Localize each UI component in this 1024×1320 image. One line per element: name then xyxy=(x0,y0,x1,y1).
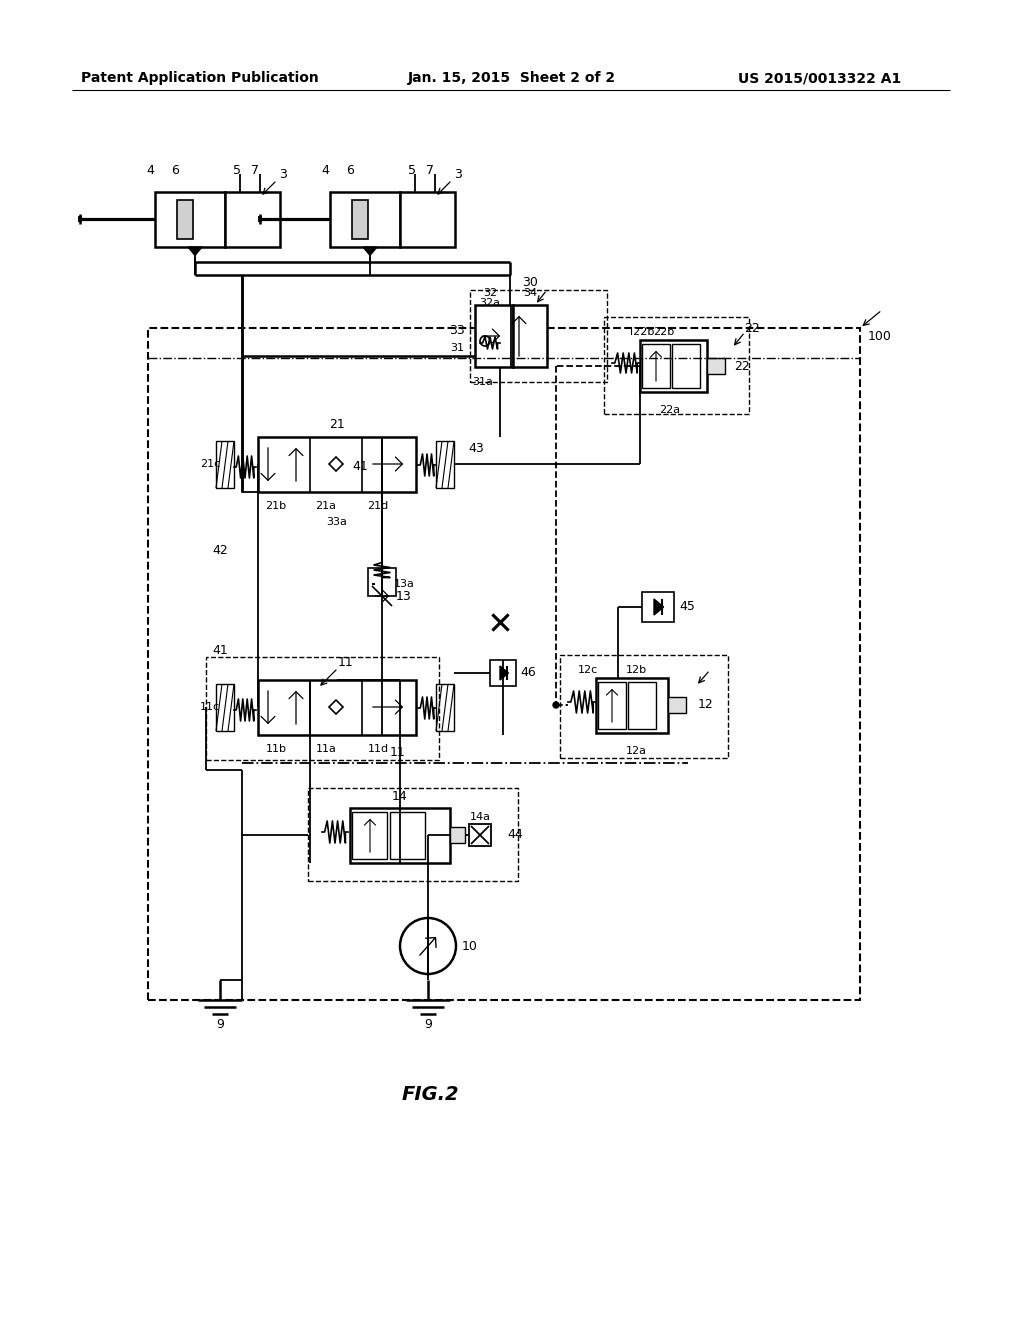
Text: 12: 12 xyxy=(698,698,714,711)
Text: 7: 7 xyxy=(426,164,434,177)
Text: 30: 30 xyxy=(522,276,538,289)
Text: 6: 6 xyxy=(171,164,179,177)
Text: 41: 41 xyxy=(352,461,368,474)
Text: 100: 100 xyxy=(868,330,892,342)
Text: 32a: 32a xyxy=(479,298,501,308)
Bar xyxy=(155,191,225,247)
Text: 22b: 22b xyxy=(653,327,675,337)
Text: 11c: 11c xyxy=(200,702,220,711)
Bar xyxy=(672,345,700,388)
Bar xyxy=(598,682,626,729)
Text: 6: 6 xyxy=(346,164,354,177)
Text: 9: 9 xyxy=(424,1018,432,1031)
Bar xyxy=(436,684,454,731)
Bar xyxy=(436,441,454,488)
Bar xyxy=(177,201,193,239)
Text: FIG.2: FIG.2 xyxy=(401,1085,459,1105)
Bar xyxy=(707,358,725,374)
Text: 34: 34 xyxy=(523,288,537,298)
Text: 22a: 22a xyxy=(659,405,681,414)
Text: 32: 32 xyxy=(483,288,497,298)
Text: 11a: 11a xyxy=(315,744,337,754)
Text: 11: 11 xyxy=(338,656,354,668)
Polygon shape xyxy=(362,247,377,255)
Text: 10: 10 xyxy=(462,940,478,953)
Text: Jan. 15, 2015  Sheet 2 of 2: Jan. 15, 2015 Sheet 2 of 2 xyxy=(408,71,616,84)
Bar xyxy=(604,317,749,414)
Bar xyxy=(400,191,455,247)
Polygon shape xyxy=(500,667,508,680)
Text: 4: 4 xyxy=(146,164,154,177)
Text: 11: 11 xyxy=(390,747,406,759)
Text: Patent Application Publication: Patent Application Publication xyxy=(81,71,318,84)
Text: 21b: 21b xyxy=(265,502,287,511)
Text: 5: 5 xyxy=(408,164,416,177)
Bar xyxy=(475,305,513,367)
Bar xyxy=(206,657,439,760)
Text: 46: 46 xyxy=(520,667,536,680)
Text: 42: 42 xyxy=(212,544,228,557)
Text: l22b: l22b xyxy=(630,327,654,337)
Polygon shape xyxy=(188,247,202,255)
Bar xyxy=(642,345,670,388)
Text: 12b: 12b xyxy=(626,665,646,675)
Bar xyxy=(640,341,707,392)
Text: 14a: 14a xyxy=(469,812,490,822)
Text: 12c: 12c xyxy=(578,665,598,675)
Bar xyxy=(308,788,518,880)
Bar xyxy=(258,437,416,492)
Bar xyxy=(642,591,674,622)
Bar xyxy=(490,660,516,686)
Text: 12a: 12a xyxy=(626,746,646,756)
Bar xyxy=(668,697,686,713)
Text: 9: 9 xyxy=(216,1018,224,1031)
Bar xyxy=(450,828,465,843)
Bar xyxy=(390,812,425,859)
Bar xyxy=(350,808,450,863)
Text: US 2015/0013322 A1: US 2015/0013322 A1 xyxy=(738,71,901,84)
Bar xyxy=(216,441,234,488)
Text: 13a: 13a xyxy=(393,579,415,589)
Bar xyxy=(560,655,728,758)
Bar xyxy=(368,568,396,597)
Text: 22: 22 xyxy=(734,359,750,372)
Bar xyxy=(470,290,607,381)
Polygon shape xyxy=(654,599,664,615)
Text: 3: 3 xyxy=(280,168,287,181)
Text: 13: 13 xyxy=(396,590,412,602)
Text: 11d: 11d xyxy=(368,744,388,754)
Text: 21a: 21a xyxy=(315,502,337,511)
Bar xyxy=(352,201,368,239)
Bar xyxy=(628,682,656,729)
Bar xyxy=(216,684,234,731)
Text: 44: 44 xyxy=(507,829,523,842)
Text: 7: 7 xyxy=(251,164,259,177)
Bar xyxy=(352,812,387,859)
Bar xyxy=(258,680,416,735)
Text: 3: 3 xyxy=(454,168,462,181)
Text: 5: 5 xyxy=(233,164,241,177)
Text: 31a: 31a xyxy=(472,378,494,387)
Bar xyxy=(596,678,668,733)
Text: 21d: 21d xyxy=(368,502,389,511)
Text: 14: 14 xyxy=(392,789,408,803)
Bar xyxy=(513,305,547,367)
Text: 31: 31 xyxy=(450,343,464,352)
Bar xyxy=(148,327,860,1001)
Text: 33: 33 xyxy=(450,325,465,338)
Circle shape xyxy=(553,702,559,708)
Bar xyxy=(469,824,490,846)
Text: 21: 21 xyxy=(329,418,345,432)
Text: 11b: 11b xyxy=(265,744,287,754)
Text: 4: 4 xyxy=(322,164,329,177)
Text: 21c: 21c xyxy=(200,459,220,469)
Text: 33a: 33a xyxy=(327,517,347,527)
Bar xyxy=(225,191,280,247)
Text: 43: 43 xyxy=(468,441,484,454)
Bar xyxy=(330,191,400,247)
Text: 41: 41 xyxy=(212,644,228,656)
Text: 22: 22 xyxy=(744,322,760,334)
Text: 45: 45 xyxy=(679,601,695,614)
